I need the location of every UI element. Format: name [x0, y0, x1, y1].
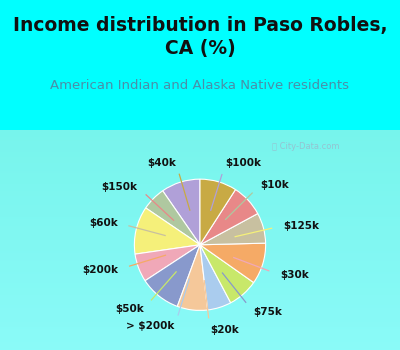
Wedge shape — [163, 179, 200, 245]
Text: $50k: $50k — [115, 304, 144, 314]
Wedge shape — [200, 214, 266, 245]
Wedge shape — [145, 245, 200, 306]
Text: $60k: $60k — [89, 218, 118, 228]
Wedge shape — [200, 190, 258, 245]
Wedge shape — [134, 208, 200, 254]
Wedge shape — [177, 245, 208, 310]
Text: $10k: $10k — [260, 180, 289, 190]
Wedge shape — [200, 245, 231, 310]
Text: $30k: $30k — [280, 270, 308, 280]
Text: $40k: $40k — [147, 158, 176, 168]
Text: $150k: $150k — [102, 182, 138, 192]
Text: Income distribution in Paso Robles,
CA (%): Income distribution in Paso Robles, CA (… — [13, 16, 387, 58]
Text: > $200k: > $200k — [126, 321, 174, 331]
Text: ⓘ City-Data.com: ⓘ City-Data.com — [272, 142, 340, 151]
Wedge shape — [200, 179, 236, 245]
Text: $125k: $125k — [283, 220, 319, 231]
Wedge shape — [200, 243, 266, 282]
Text: American Indian and Alaska Native residents: American Indian and Alaska Native reside… — [50, 79, 350, 92]
Text: $100k: $100k — [226, 158, 262, 168]
Text: $75k: $75k — [253, 307, 282, 316]
Text: $200k: $200k — [82, 265, 118, 274]
Wedge shape — [200, 245, 254, 303]
Wedge shape — [146, 191, 200, 245]
Text: $20k: $20k — [210, 324, 239, 335]
Wedge shape — [135, 245, 200, 281]
